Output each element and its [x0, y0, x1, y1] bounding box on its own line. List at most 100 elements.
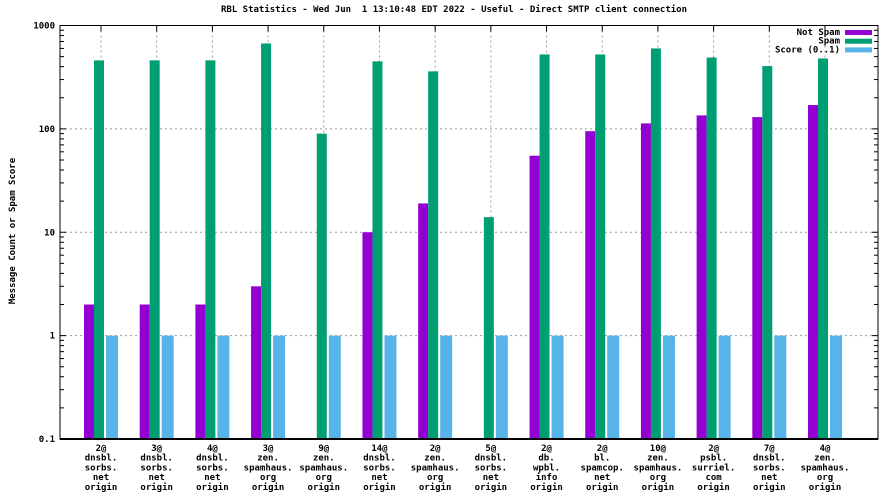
x-category-label: origin	[642, 482, 675, 493]
x-category-label: spamhaus.	[299, 463, 348, 473]
bar-not-spam	[585, 131, 596, 439]
x-category-label: surriel.	[692, 462, 735, 473]
x-category-label: sorbs.	[363, 463, 396, 473]
x-category-label: db.	[538, 454, 554, 464]
y-tick-label: 1000	[33, 22, 55, 32]
x-category-label: 9@	[318, 444, 329, 454]
x-category-label: dnsbl.	[753, 454, 786, 464]
bar-not-spam	[418, 203, 429, 439]
bar-spam	[261, 43, 272, 439]
y-tick-label: 1	[50, 332, 55, 342]
x-category-label: origin	[140, 482, 173, 493]
x-category-label: 7@	[764, 444, 775, 454]
x-category-label: origin	[753, 482, 786, 493]
x-category-label: info	[536, 472, 558, 483]
x-category-label: net	[371, 473, 387, 483]
bar-score-0-1	[607, 335, 620, 439]
x-category-label: net	[149, 473, 165, 483]
x-category-label: zen.	[424, 454, 446, 464]
x-category-label: net	[204, 473, 220, 483]
bar-spam	[149, 60, 160, 440]
x-category-label: 2@	[597, 444, 608, 454]
bar-not-spam	[362, 232, 373, 439]
x-category-label: sorbs.	[196, 463, 229, 473]
x-category-label: net	[483, 473, 499, 483]
bar-not-spam	[195, 304, 206, 439]
bar-spam	[706, 57, 717, 440]
x-category-label: org	[427, 473, 443, 483]
x-category-label: org	[650, 473, 666, 483]
bar-spam	[428, 71, 439, 440]
bar-score-0-1	[718, 335, 731, 439]
y-tick-label: 0.1	[39, 435, 55, 445]
x-category-label: 2@	[708, 444, 719, 454]
x-category-label: spamhaus.	[801, 463, 850, 473]
x-category-label: sorbs.	[475, 463, 508, 473]
x-category-label: origin	[809, 482, 842, 493]
bar-spam	[316, 133, 327, 440]
bar-not-spam	[808, 105, 818, 440]
x-category-label: 2@	[541, 444, 552, 454]
legend-label: Spam	[818, 37, 840, 47]
bar-not-spam	[251, 286, 262, 439]
x-category-label: zen.	[814, 454, 836, 464]
x-category-label: psbl.	[700, 454, 727, 464]
x-category-label: org	[260, 473, 276, 483]
bar-score-0-1	[495, 335, 508, 439]
y-tick-label: 10	[44, 228, 55, 238]
x-category-label: origin	[196, 482, 229, 493]
x-category-label: net	[93, 473, 109, 483]
x-category-label: dnsbl.	[196, 454, 229, 464]
x-category-label: sorbs.	[140, 463, 173, 473]
x-category-label: 5@	[485, 444, 496, 454]
bar-score-0-1	[161, 335, 174, 439]
bar-score-0-1	[217, 335, 230, 439]
x-category-label: net	[761, 473, 777, 483]
x-category-label: origin	[252, 482, 285, 493]
bar-score-0-1	[440, 335, 453, 439]
legend-swatch	[845, 30, 872, 35]
bar-not-spam	[640, 123, 651, 440]
x-category-label: 4@	[207, 444, 218, 454]
x-category-label: origin	[85, 482, 118, 493]
x-category-label: 2@	[430, 444, 441, 454]
x-category-label: wpbl.	[533, 463, 560, 473]
x-category-label: origin	[475, 482, 508, 493]
bar-score-0-1	[551, 335, 564, 439]
x-category-label: spamhaus.	[634, 463, 683, 473]
x-category-label: 4@	[820, 444, 831, 454]
legend-swatch	[845, 47, 872, 53]
x-category-label: dnsbl.	[363, 454, 396, 464]
x-category-label: dnsbl.	[475, 454, 508, 464]
bar-spam	[762, 66, 773, 439]
bar-spam	[818, 58, 828, 439]
bar-spam	[483, 217, 494, 439]
bar-spam	[94, 60, 104, 440]
x-category-label: org	[817, 473, 833, 483]
bar-score-0-1	[662, 335, 675, 439]
legend-swatch	[845, 38, 872, 44]
x-category-label: dnsbl.	[85, 454, 118, 464]
x-category-label: 2@	[96, 444, 107, 454]
bar-spam	[372, 61, 383, 440]
bar-score-0-1	[774, 335, 787, 439]
bar-not-spam	[529, 155, 540, 439]
bar-not-spam	[752, 117, 763, 440]
x-category-label: origin	[586, 482, 619, 493]
x-category-label: zen.	[313, 454, 335, 464]
x-category-label: origin	[363, 482, 396, 493]
x-category-label: 10@	[650, 444, 667, 454]
bar-not-spam	[139, 304, 150, 439]
x-category-label: com	[705, 473, 722, 483]
bar-spam	[595, 54, 606, 440]
bar-score-0-1	[106, 335, 118, 439]
x-category-label: org	[316, 473, 332, 483]
bar-score-0-1	[328, 335, 341, 439]
x-category-label: origin	[530, 482, 563, 493]
bar-spam	[205, 60, 216, 440]
bar-not-spam	[84, 304, 94, 439]
x-category-label: 14@	[371, 444, 388, 454]
x-category-label: sorbs.	[753, 463, 786, 473]
x-category-label: 3@	[151, 444, 162, 454]
